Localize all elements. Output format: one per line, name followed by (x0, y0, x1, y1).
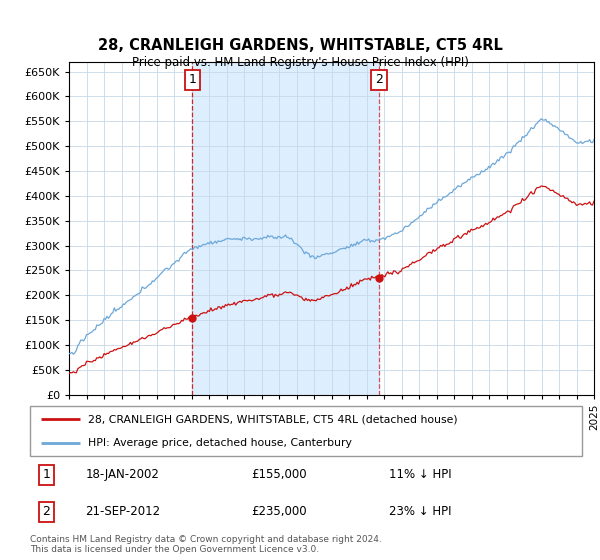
Text: 1: 1 (43, 468, 50, 481)
Text: 28, CRANLEIGH GARDENS, WHITSTABLE, CT5 4RL: 28, CRANLEIGH GARDENS, WHITSTABLE, CT5 4… (98, 39, 502, 53)
Text: HPI: Average price, detached house, Canterbury: HPI: Average price, detached house, Cant… (88, 438, 352, 449)
Text: 1: 1 (188, 73, 196, 86)
Text: 28, CRANLEIGH GARDENS, WHITSTABLE, CT5 4RL (detached house): 28, CRANLEIGH GARDENS, WHITSTABLE, CT5 4… (88, 414, 458, 424)
Text: 21-SEP-2012: 21-SEP-2012 (85, 505, 160, 518)
Text: 2: 2 (375, 73, 383, 86)
Text: Contains HM Land Registry data © Crown copyright and database right 2024.
This d: Contains HM Land Registry data © Crown c… (30, 535, 382, 554)
Bar (193, 62, 379, 395)
Text: 2: 2 (43, 505, 50, 518)
Text: 23% ↓ HPI: 23% ↓ HPI (389, 505, 451, 518)
Text: Price paid vs. HM Land Registry's House Price Index (HPI): Price paid vs. HM Land Registry's House … (131, 56, 469, 69)
FancyBboxPatch shape (30, 406, 582, 456)
Text: 11% ↓ HPI: 11% ↓ HPI (389, 468, 451, 481)
Text: £235,000: £235,000 (251, 505, 307, 518)
Text: £155,000: £155,000 (251, 468, 307, 481)
Text: 18-JAN-2002: 18-JAN-2002 (85, 468, 159, 481)
